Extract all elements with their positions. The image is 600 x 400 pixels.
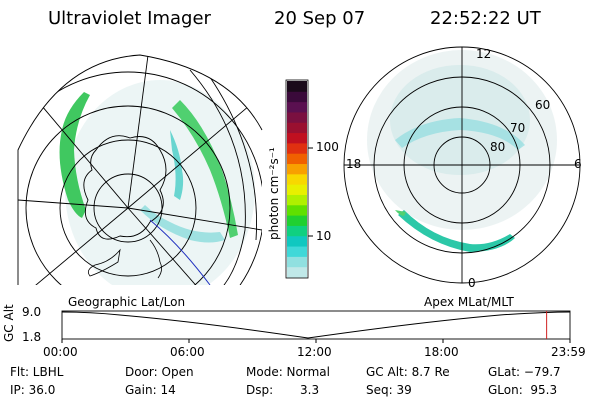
mode-status: Mode: Normal [246, 365, 330, 379]
glon-status: GLon: 95.3 [488, 383, 558, 397]
colorbar-tick-10: 10 [316, 229, 332, 243]
colorbar-segment [287, 266, 307, 278]
instrument-title: Ultraviolet Imager [48, 8, 211, 29]
colorbar-segment [287, 173, 307, 185]
colorbar-segment [287, 184, 307, 195]
dsp-value: 3.3 [300, 383, 320, 397]
colorbar-segment [287, 153, 307, 165]
geographic-map [17, 54, 263, 285]
mlat-label-60: 60 [535, 98, 551, 112]
colorbar [285, 79, 313, 279]
colorbar-segment [287, 246, 307, 257]
aurora-band-east [172, 100, 238, 238]
colorbar-unit-label: photon cm⁻²s⁻¹ [267, 147, 281, 240]
mlat-label-80: 80 [490, 140, 506, 154]
altitude-plot [61, 310, 571, 343]
x-tick-0600: 06:00 [170, 345, 205, 359]
y-tick-9: 9.0 [22, 305, 42, 319]
geographic-map-label: Geographic Lat/Lon [68, 295, 186, 309]
x-tick-1800: 18:00 [424, 345, 459, 359]
magnetic-map-label: Apex MLat/MLT [424, 295, 514, 309]
colorbar-segment [287, 194, 307, 206]
aurora-oval-nightside [398, 210, 515, 252]
colorbar-segment [287, 204, 307, 216]
colorbar-segment [287, 235, 307, 247]
seq-status: Seq: 39 [366, 383, 412, 397]
observation-date: 20 Sep 07 [274, 8, 366, 29]
x-tick-1200: 12:00 [297, 345, 332, 359]
glat-status: GLat: −79.7 [488, 365, 561, 379]
mlt-label-18: 18 [346, 157, 362, 171]
mlat-label-70: 70 [510, 121, 526, 135]
colorbar-segment [287, 81, 307, 92]
colorbar-segment [287, 163, 307, 175]
colorbar-segment [287, 142, 307, 154]
x-tick-0000: 00:00 [43, 345, 78, 359]
colorbar-segment [287, 215, 307, 226]
aurora-band-west [59, 92, 90, 218]
mlt-label-6: 6 [574, 157, 582, 171]
colorbar-segment [287, 101, 307, 113]
aurora-oval-dayside [395, 118, 525, 150]
gain-status: Gain: 14 [125, 383, 176, 397]
y-tick-1-8: 1.8 [22, 330, 42, 344]
colorbar-segment [287, 111, 307, 123]
aurora-band-inner [170, 130, 184, 200]
colorbar-segment [287, 256, 307, 268]
gc-alt-axis-title: GC Alt [2, 304, 16, 342]
magnetic-map [343, 46, 581, 284]
observation-time: 22:52:22 UT [430, 8, 541, 29]
colorbar-segment [287, 122, 307, 134]
gc-alt-status: GC Alt: 8.7 Re [366, 365, 450, 379]
colorbar-segment [287, 91, 307, 103]
terminator-line [149, 219, 211, 285]
mlt-label-12: 12 [476, 47, 492, 61]
dsp-label: Dsp: [246, 383, 274, 397]
door-status: Door: Open [125, 365, 194, 379]
mlt-label-0: 0 [468, 276, 476, 290]
altitude-curve [61, 311, 571, 339]
filter-status: Flt: LBHL [10, 365, 64, 379]
x-tick-2359: 23:59 [551, 345, 586, 359]
ip-status: IP: 36.0 [10, 383, 56, 397]
colorbar-segment [287, 132, 307, 144]
colorbar-tick-100: 100 [316, 140, 339, 154]
colorbar-segment [287, 225, 307, 237]
coastline [83, 135, 167, 240]
